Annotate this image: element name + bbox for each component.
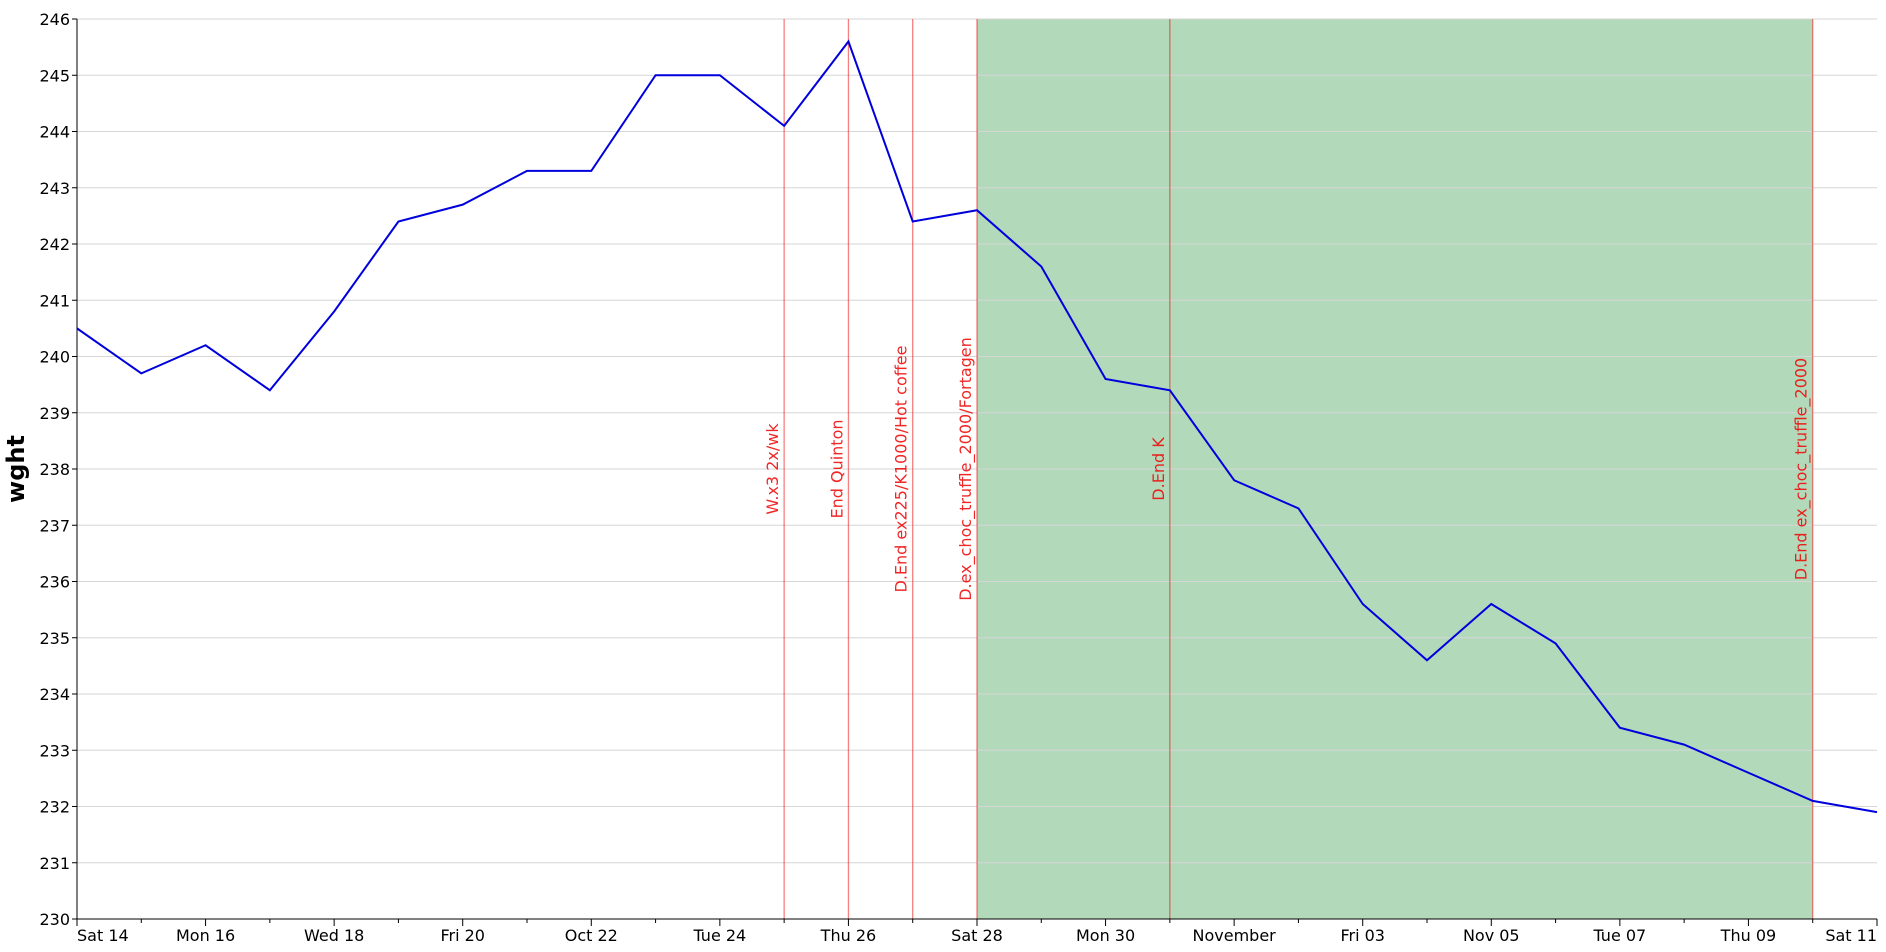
x-tick-label: Tue 24 [692, 926, 746, 945]
x-tick-label: November [1193, 926, 1277, 945]
x-tick-label: Fri 03 [1340, 926, 1385, 945]
y-tick-label: 236 [39, 573, 70, 592]
x-tick-label: Tue 07 [1592, 926, 1646, 945]
y-tick-label: 230 [39, 910, 70, 929]
y-tick-label: 235 [39, 629, 70, 648]
annotation-label: W.x3 2x/wk [763, 423, 782, 515]
y-tick-label: 243 [39, 179, 70, 198]
x-tick-label: Fri 20 [440, 926, 485, 945]
annotation-label: End Quinton [827, 419, 846, 518]
y-tick-label: 231 [39, 854, 70, 873]
y-tick-label: 241 [39, 291, 70, 310]
y-tick-label: 232 [39, 798, 70, 817]
x-tick-label: Wed 18 [304, 926, 364, 945]
y-tick-label: 239 [39, 404, 70, 423]
y-tick-label: 244 [39, 123, 70, 142]
y-tick-label: 246 [39, 10, 70, 29]
annotation-label: D.End ex_choc_truffle_2000 [1792, 358, 1812, 580]
y-axis-label: wght [2, 435, 30, 503]
x-tick-label: Mon 30 [1076, 926, 1135, 945]
x-tick-label: Sat 14 [77, 926, 129, 945]
x-tick-label: Nov 05 [1463, 926, 1520, 945]
y-tick-label: 242 [39, 235, 70, 254]
y-tick-label: 233 [39, 741, 70, 760]
data-line [76, 39, 1878, 814]
y-tick-label: 238 [39, 460, 70, 479]
x-tick-label: Sat 28 [951, 926, 1003, 945]
x-tick-label: Oct 22 [565, 926, 618, 945]
y-tick-label: 237 [39, 516, 70, 535]
annotation-label: D.End ex225/K1000/Hot coffee [892, 346, 911, 593]
x-tick-label: Mon 16 [176, 926, 235, 945]
x-tick-label: Sat 11 [1825, 926, 1877, 945]
x-tick-label: Thu 09 [1720, 926, 1777, 945]
y-tick-label: 240 [39, 348, 70, 367]
x-tick-label: Thu 26 [820, 926, 877, 945]
y-tick-label: 245 [39, 66, 70, 85]
y-tick-label: 234 [39, 685, 70, 704]
annotation-label: D.End K [1149, 437, 1168, 501]
annotation-label: D.ex_choc_truffle_2000/Fortagen [956, 337, 976, 601]
